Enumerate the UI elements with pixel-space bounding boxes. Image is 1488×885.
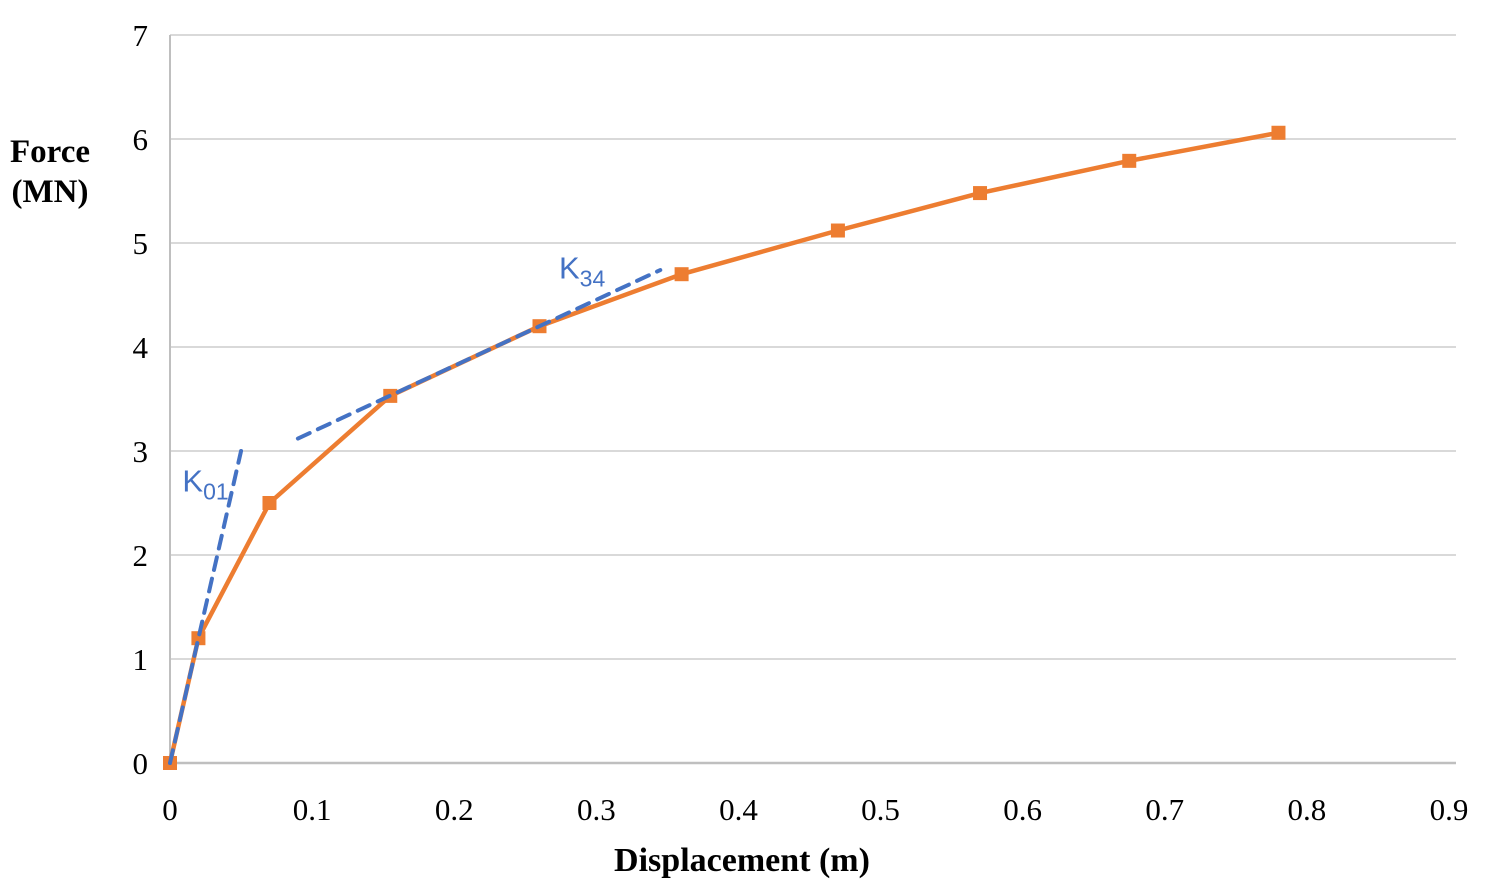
y-axis-title: Force (MN) — [2, 132, 98, 212]
y-tick-label: 6 — [133, 122, 149, 157]
tangent-label-k01: K01 — [182, 464, 228, 505]
x-axis-title: Displacement (m) — [614, 842, 870, 879]
series-line — [167, 130, 1279, 764]
data-point-marker — [674, 267, 689, 282]
x-tick-label: 0.6 — [1003, 792, 1042, 827]
tangent-label-k34: K34 — [559, 250, 605, 291]
data-point-marker — [262, 496, 277, 510]
x-tick-label: 0.5 — [861, 792, 900, 827]
y-tick-label: 1 — [133, 642, 149, 677]
y-tick-label: 5 — [133, 226, 149, 261]
y-tick-label: 4 — [133, 330, 149, 365]
data-point-marker — [830, 223, 845, 238]
x-tick-label: 0.4 — [719, 792, 758, 827]
x-tick-label: 0.8 — [1288, 792, 1327, 827]
x-tick-label: 0.3 — [577, 792, 616, 827]
y-axis-title-line2: (MN) — [11, 174, 89, 210]
data-point-marker — [1271, 125, 1286, 140]
y-tick-label: 0 — [133, 746, 149, 781]
data-point-marker — [1122, 153, 1137, 168]
y-tick-label: 3 — [133, 434, 149, 469]
x-tick-label: 0 — [162, 792, 178, 827]
data-point-marker — [973, 186, 988, 201]
y-tick-label: 7 — [133, 18, 149, 53]
y-tick-label: 2 — [133, 538, 149, 573]
x-tick-label: 0.7 — [1145, 792, 1184, 827]
x-tick-label: 0.1 — [293, 792, 332, 827]
x-tick-label: 0.9 — [1430, 792, 1469, 827]
tangent-line-k01 — [168, 449, 244, 765]
y-axis-title-line1: Force — [9, 134, 90, 170]
x-tick-label: 0.2 — [435, 792, 474, 827]
data-point-marker — [191, 631, 206, 646]
tangent-line-k34 — [295, 268, 663, 441]
